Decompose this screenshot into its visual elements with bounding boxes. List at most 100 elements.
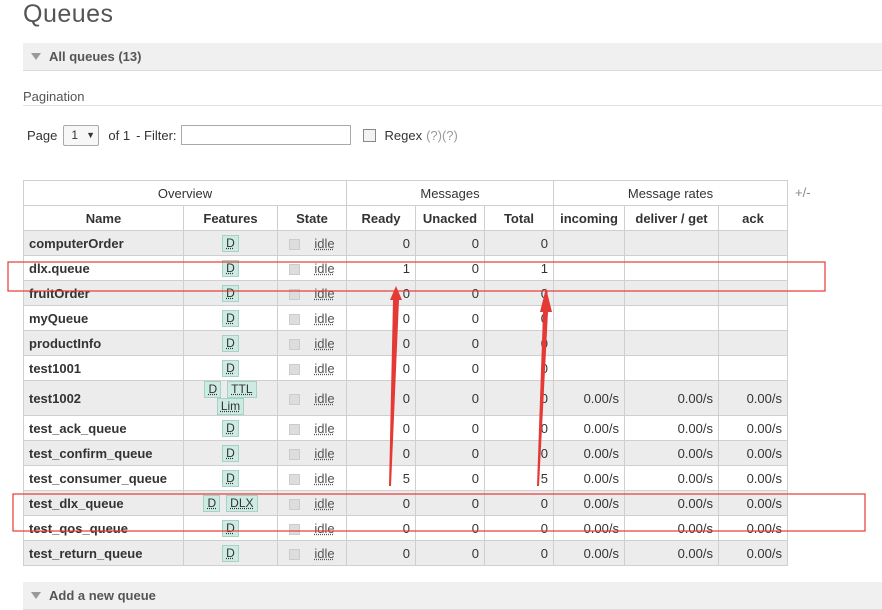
feature-tag[interactable]: D (222, 334, 239, 352)
messages-group-header: Messages (346, 180, 554, 206)
state-text: idle (314, 360, 335, 376)
state-indicator-icon (289, 363, 301, 375)
queue-name-link[interactable]: dlx.queue (23, 255, 184, 281)
queue-name-link[interactable]: test_consumer_queue (23, 465, 184, 491)
cell-incoming (553, 330, 625, 356)
state-text: idle (314, 260, 335, 276)
queue-name-link[interactable]: test1002 (23, 380, 184, 416)
feature-tag[interactable]: D (203, 494, 221, 512)
col-name[interactable]: Name (23, 205, 184, 231)
queue-name-link[interactable]: test1001 (23, 355, 184, 381)
feature-tag[interactable]: D (222, 444, 239, 462)
overview-group-header: Overview (23, 180, 347, 206)
col-ready[interactable]: Ready (346, 205, 416, 231)
queue-state: idle (277, 540, 347, 566)
cell-ready: 0 (346, 230, 416, 256)
cell-unacked: 0 (415, 540, 485, 566)
col-total[interactable]: Total (484, 205, 554, 231)
cell-incoming (553, 355, 625, 381)
queue-name-link[interactable]: myQueue (23, 305, 184, 331)
cell-total: 0 (484, 440, 554, 466)
feature-tag[interactable]: D (222, 284, 239, 302)
state-indicator-icon (289, 393, 301, 405)
queue-state: idle (277, 355, 347, 381)
cell-incoming: 0.00/s (553, 380, 625, 416)
state-indicator-icon (289, 548, 301, 560)
feature-tag[interactable]: D (222, 309, 239, 327)
feature-tag[interactable]: D (222, 544, 239, 562)
cell-incoming (553, 230, 625, 256)
queue-name-link[interactable]: test_confirm_queue (23, 440, 184, 466)
queue-name-link[interactable]: test_ack_queue (23, 415, 184, 441)
regex-checkbox[interactable] (362, 128, 376, 142)
filter-input[interactable] (180, 125, 351, 145)
state-indicator-icon (289, 288, 301, 300)
cell-unacked: 0 (415, 440, 485, 466)
queue-features: D (183, 230, 278, 256)
add-queue-section-header[interactable]: Add a new queue (23, 582, 882, 610)
pagination-heading: Pagination (23, 89, 85, 104)
feature-tag[interactable]: D (222, 419, 239, 437)
feature-tag[interactable]: D (222, 469, 239, 487)
feature-tag[interactable]: TTL (227, 381, 257, 398)
col-ack[interactable]: ack (718, 205, 788, 231)
cell-incoming (553, 305, 625, 331)
feature-tag[interactable]: Lim (216, 398, 245, 415)
state-indicator-icon (289, 473, 301, 485)
cell-total: 0 (484, 540, 554, 566)
col-state[interactable]: State (277, 205, 347, 231)
feature-tag[interactable]: DLX (226, 494, 258, 512)
dropdown-caret-icon: ▼ (86, 130, 95, 140)
cell-ack: 0.00/s (718, 415, 788, 441)
cell-ready: 0 (346, 305, 416, 331)
cell-deliver: 0.00/s (624, 440, 719, 466)
column-toggle-link[interactable]: +/- (795, 185, 811, 200)
cell-unacked: 0 (415, 280, 485, 306)
cell-deliver: 0.00/s (624, 380, 719, 416)
feature-tag[interactable]: D (222, 359, 239, 377)
cell-deliver (624, 280, 719, 306)
page-select[interactable]: 1 ▼ (63, 124, 100, 146)
collapse-triangle-icon (31, 592, 41, 599)
regex-help-link[interactable]: (?)(?) (426, 127, 458, 143)
queue-name-link[interactable]: computerOrder (23, 230, 184, 256)
queue-name-link[interactable]: productInfo (23, 330, 184, 356)
cell-incoming: 0.00/s (553, 515, 625, 541)
col-features: Features (183, 205, 278, 231)
state-indicator-icon (289, 263, 301, 275)
state-text: idle (314, 335, 335, 351)
all-queues-section-header[interactable]: All queues (13) (23, 43, 882, 71)
queue-features: D (183, 440, 278, 466)
cell-ready: 0 (346, 355, 416, 381)
col-deliver-get[interactable]: deliver / get (624, 205, 719, 231)
feature-tag[interactable]: D (222, 259, 239, 277)
col-incoming[interactable]: incoming (553, 205, 625, 231)
feature-tag[interactable]: D (222, 234, 239, 252)
filter-label: - Filter: (136, 127, 177, 143)
queue-name-link[interactable]: fruitOrder (23, 280, 184, 306)
queue-features: D (183, 280, 278, 306)
feature-tag[interactable]: D (204, 381, 222, 398)
cell-ack: 0.00/s (718, 440, 788, 466)
page-title: Queues (23, 0, 114, 28)
queue-features: D (183, 540, 278, 566)
cell-incoming: 0.00/s (553, 490, 625, 516)
queue-state: idle (277, 255, 347, 281)
cell-ack (718, 280, 788, 306)
cell-unacked: 0 (415, 465, 485, 491)
cell-deliver (624, 255, 719, 281)
queue-name-link[interactable]: test_dlx_queue (23, 490, 184, 516)
state-text: idle (314, 310, 335, 326)
cell-deliver: 0.00/s (624, 540, 719, 566)
pagination-divider (23, 105, 882, 106)
cell-ack: 0.00/s (718, 380, 788, 416)
feature-tag[interactable]: D (222, 519, 239, 537)
state-indicator-icon (289, 238, 301, 250)
queue-name-link[interactable]: test_qos_queue (23, 515, 184, 541)
queue-name-link[interactable]: test_return_queue (23, 540, 184, 566)
col-unacked[interactable]: Unacked (415, 205, 485, 231)
